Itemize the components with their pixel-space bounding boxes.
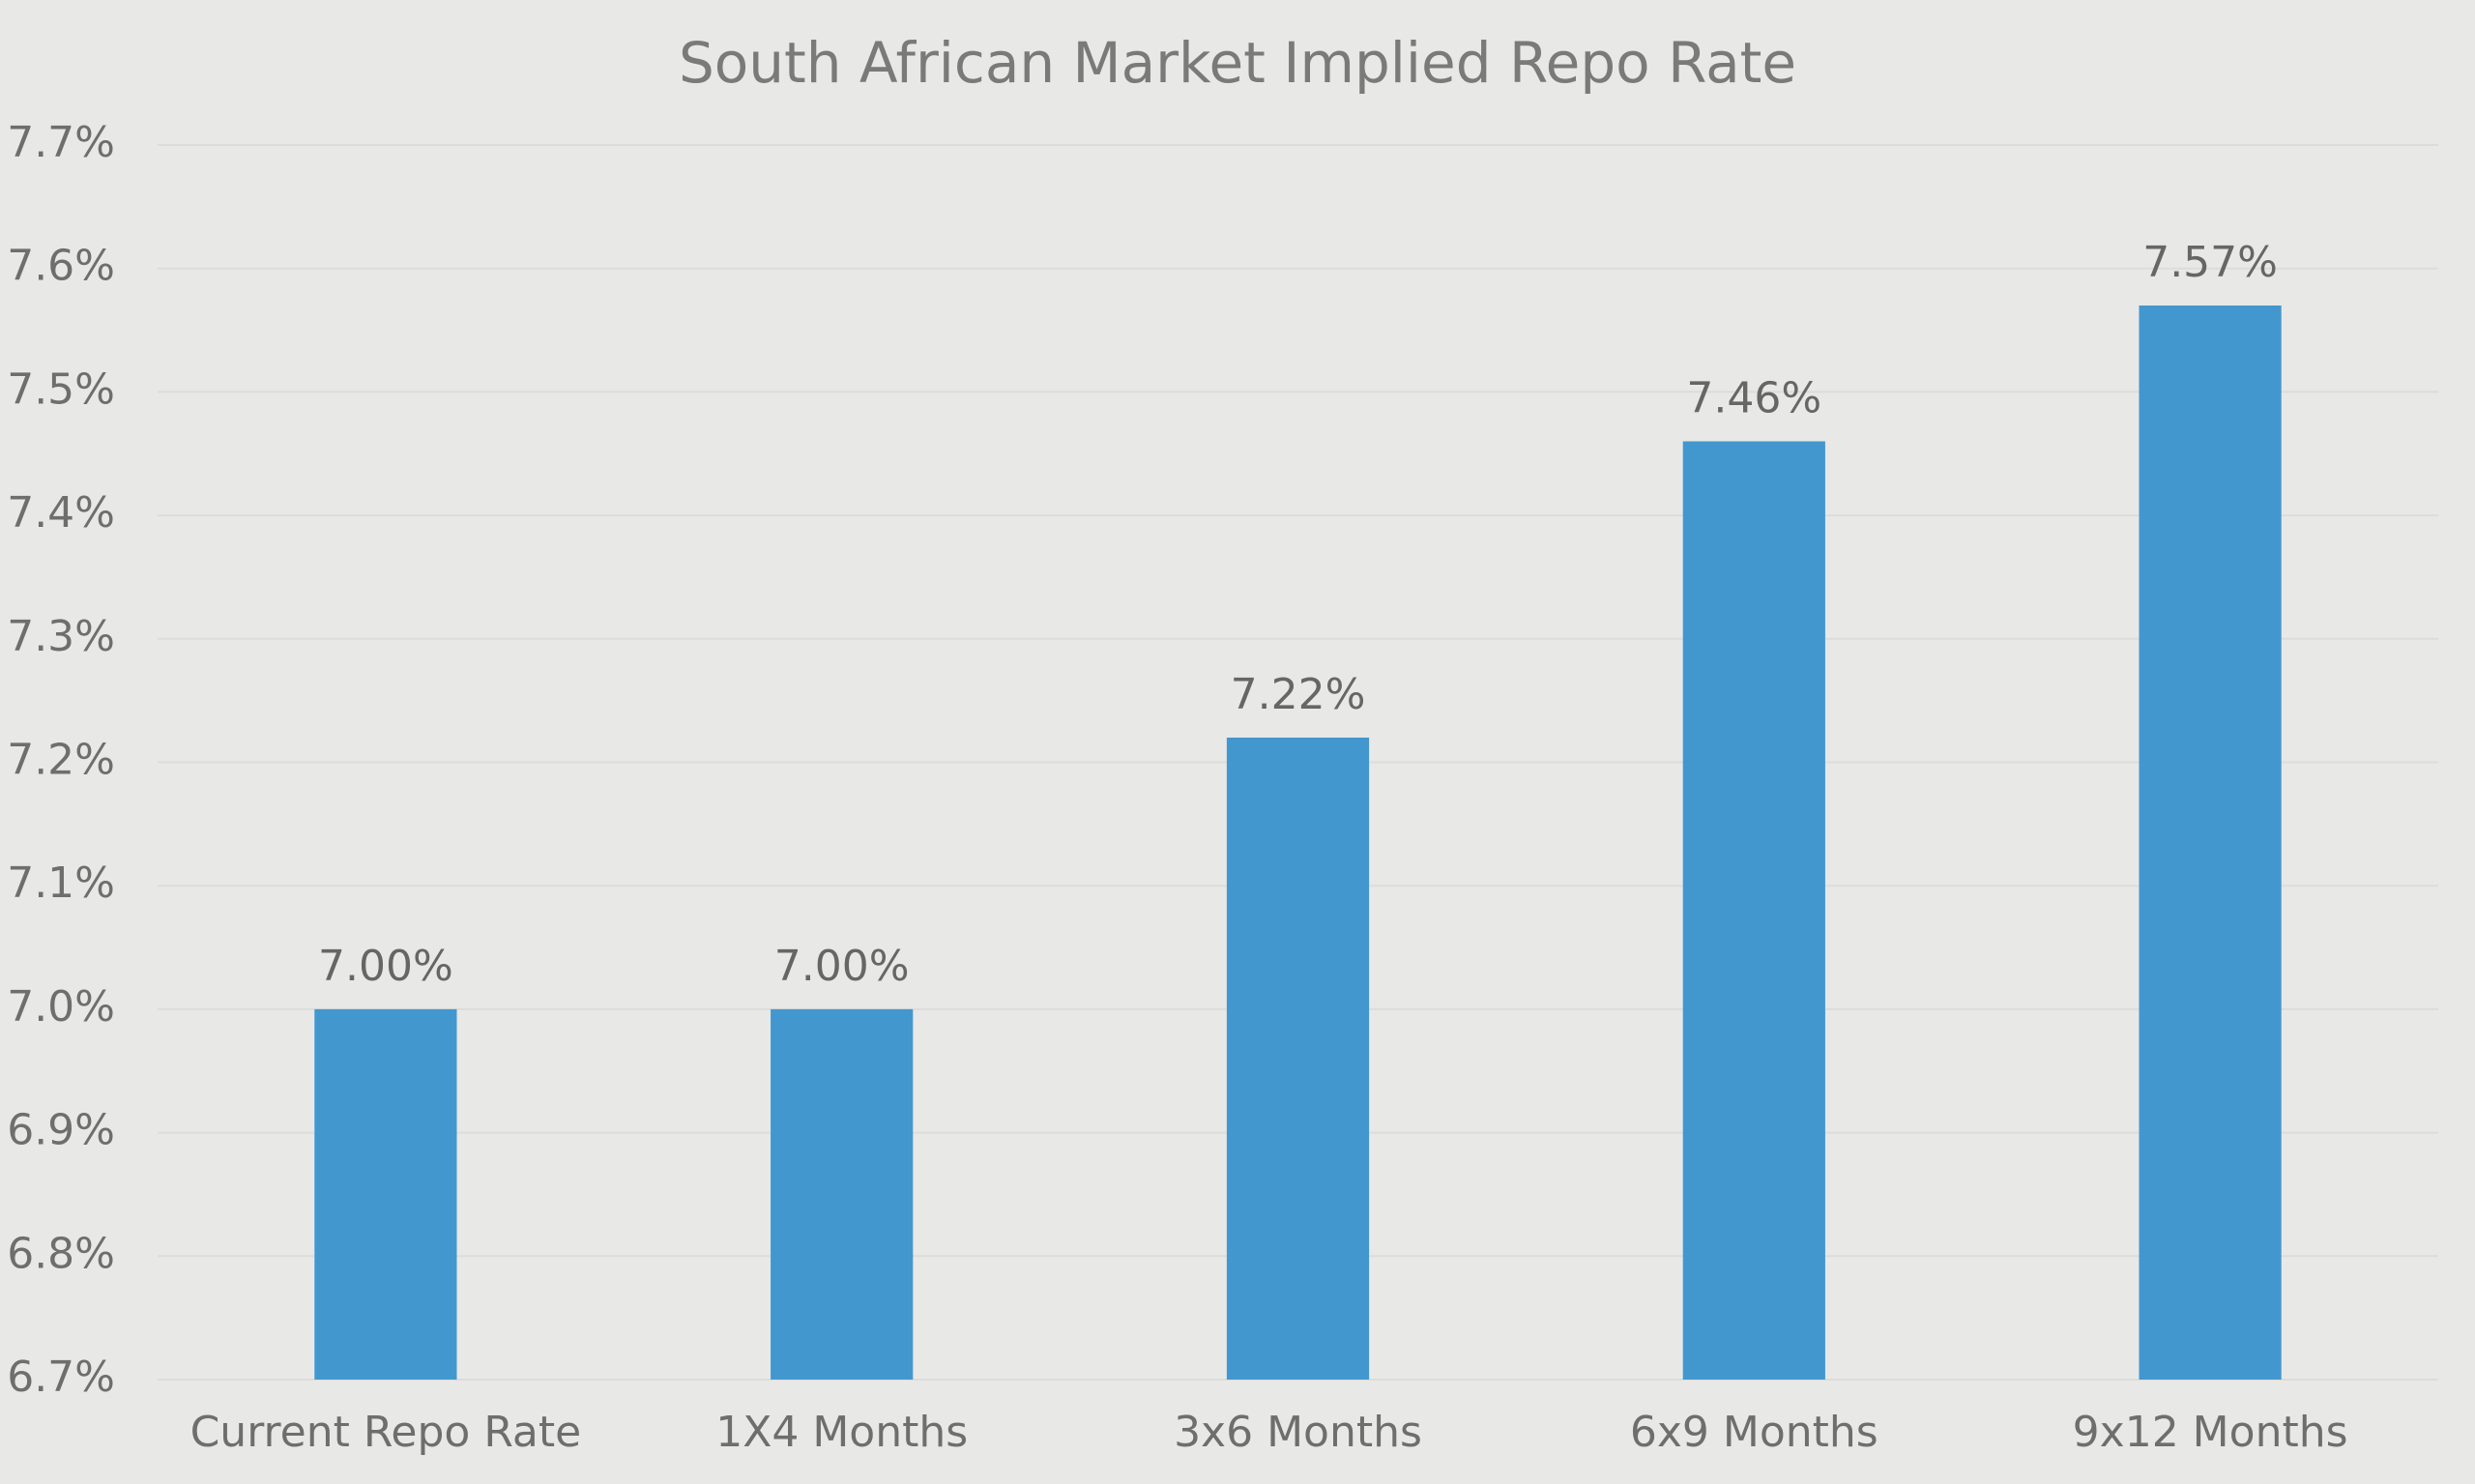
y-tick-label: 7.6% xyxy=(7,242,115,291)
chart-title: South African Market Implied Repo Rate xyxy=(679,30,1796,96)
y-tick-label: 7.5% xyxy=(7,364,115,414)
value-label: 7.57% xyxy=(2142,238,2278,287)
y-tick-label: 7.3% xyxy=(7,612,115,661)
y-tick-label: 7.4% xyxy=(7,488,115,538)
bar xyxy=(2139,306,2282,1380)
x-tick-label: 6x9 Months xyxy=(1630,1408,1878,1457)
value-label: 7.00% xyxy=(774,942,910,991)
bar xyxy=(771,1008,914,1380)
value-label: 7.46% xyxy=(1686,373,1821,422)
x-tick-label: 9x12 Months xyxy=(2073,1408,2348,1457)
value-label: 7.00% xyxy=(318,942,453,991)
value-label: 7.22% xyxy=(1231,670,1366,719)
y-tick-label: 7.2% xyxy=(7,736,115,785)
x-tick-label: Current Repo Rate xyxy=(190,1408,582,1457)
y-tick-label: 6.7% xyxy=(7,1353,115,1402)
x-tick-label: 1X4 Months xyxy=(715,1408,968,1457)
bar xyxy=(1682,441,1825,1381)
y-tick-label: 7.7% xyxy=(7,118,115,167)
y-tick-label: 6.8% xyxy=(7,1229,115,1278)
bar xyxy=(1226,737,1370,1380)
y-tick-label: 6.9% xyxy=(7,1106,115,1155)
y-tick-label: 7.1% xyxy=(7,858,115,908)
y-tick-label: 7.0% xyxy=(7,982,115,1032)
x-tick-label: 3x6 Months xyxy=(1174,1408,1422,1457)
bar xyxy=(314,1008,457,1380)
